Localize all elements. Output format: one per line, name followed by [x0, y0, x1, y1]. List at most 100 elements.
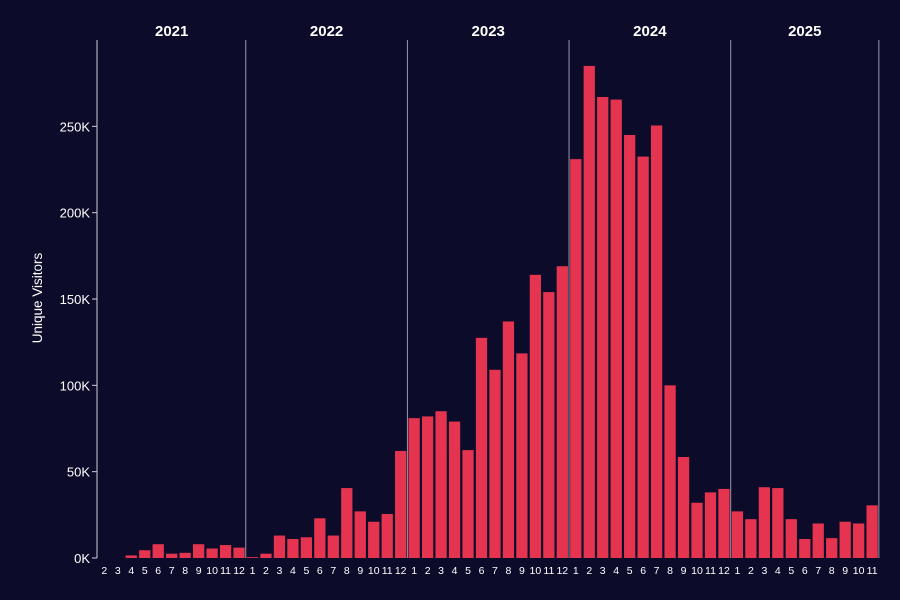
- y-tick-label: 200K: [60, 206, 91, 221]
- month-tick-label: 5: [465, 565, 471, 577]
- month-tick-label: 3: [761, 565, 767, 577]
- month-tick-label: 2: [748, 565, 754, 577]
- month-tick-label: 1: [573, 565, 579, 577]
- bar: [408, 418, 420, 558]
- bar: [125, 555, 137, 558]
- bar: [421, 416, 434, 558]
- bar: [597, 96, 609, 558]
- month-tick-label: 5: [303, 565, 309, 577]
- month-tick-label: 10: [368, 565, 380, 577]
- bar: [799, 539, 811, 558]
- month-tick-label: 4: [452, 565, 458, 577]
- month-tick-label: 10: [530, 565, 542, 577]
- bar: [731, 511, 744, 558]
- bar: [610, 99, 622, 558]
- month-tick-label: 10: [691, 565, 703, 577]
- y-axis: 0K 50K 100K 150K 200K 250K: [60, 40, 98, 566]
- month-tick-label: 8: [829, 565, 835, 577]
- year-label: 2024: [633, 23, 667, 40]
- month-tick-label: 7: [492, 565, 498, 577]
- month-tick-label: 6: [802, 565, 808, 577]
- month-tick-label: 11: [382, 565, 393, 577]
- month-tick-label: 1: [735, 565, 741, 577]
- year-label: 2025: [788, 23, 821, 40]
- month-tick-label: 4: [290, 565, 296, 577]
- month-tick-label: 9: [842, 565, 848, 577]
- month-tick-label: 5: [627, 565, 633, 577]
- month-tick-label: 10: [206, 565, 218, 577]
- bar: [529, 274, 542, 558]
- month-tick-label: 11: [220, 565, 231, 577]
- bar: [179, 552, 191, 558]
- month-tick-label: 11: [705, 565, 716, 577]
- month-tick-label: 4: [775, 565, 781, 577]
- bar: [341, 488, 353, 558]
- bar: [166, 553, 178, 558]
- month-tick-label: 3: [600, 565, 606, 577]
- y-tick-label: 50K: [67, 465, 90, 480]
- bar: [812, 523, 824, 558]
- month-tick-label: 12: [233, 565, 245, 577]
- month-tick-label: 6: [640, 565, 646, 577]
- month-tick-label: 12: [556, 565, 568, 577]
- bar: [246, 557, 259, 558]
- bar: [677, 456, 690, 558]
- month-tick-label: 3: [277, 565, 283, 577]
- bar: [314, 518, 326, 558]
- month-tick-label: 4: [128, 565, 134, 577]
- bar: [624, 134, 636, 558]
- month-tick-label: 2: [101, 565, 107, 577]
- bar: [139, 550, 151, 558]
- bar: [718, 488, 730, 558]
- month-tick-label: 1: [411, 565, 417, 577]
- bar: [664, 385, 676, 558]
- month-tick-label: 8: [506, 565, 512, 577]
- year-panel-2025: 2025 1 2 3 4 5 6 7 8 9 10 11: [731, 23, 880, 577]
- month-tick-label: 8: [182, 565, 188, 577]
- month-tick-label: 6: [155, 565, 161, 577]
- month-tick-label: 7: [654, 565, 660, 577]
- month-tick-label: 2: [263, 565, 269, 577]
- year-label: 2021: [155, 23, 188, 40]
- bar: [192, 544, 205, 558]
- bar: [772, 488, 784, 558]
- bar: [395, 450, 407, 558]
- bar: [300, 537, 313, 558]
- bar: [691, 502, 703, 558]
- month-tick-label: 8: [344, 565, 350, 577]
- bar: [489, 369, 501, 558]
- month-tick-label: 11: [867, 565, 878, 577]
- month-tick-label: 7: [330, 565, 336, 577]
- year-label: 2023: [472, 23, 505, 40]
- bar: [637, 156, 649, 559]
- bar: [502, 321, 515, 558]
- month-tick-label: 6: [479, 565, 485, 577]
- bar: [462, 450, 474, 558]
- bar: [152, 544, 164, 558]
- month-tick-label: 5: [142, 565, 148, 577]
- bar: [448, 421, 461, 558]
- month-tick-label: 9: [681, 565, 687, 577]
- bar: [839, 521, 851, 558]
- month-tick-label: 3: [115, 565, 121, 577]
- month-tick-label: 8: [667, 565, 673, 577]
- bar: [866, 505, 878, 558]
- month-tick-label: 7: [815, 565, 821, 577]
- bar: [785, 519, 797, 558]
- bar: [556, 266, 568, 558]
- y-axis-title: Unique Visitors: [30, 252, 45, 343]
- bar: [381, 513, 393, 558]
- y-tick-label: 0K: [74, 551, 90, 566]
- bar: [570, 159, 582, 558]
- bar: [853, 523, 865, 558]
- bar: [206, 548, 218, 558]
- month-tick-label: 9: [519, 565, 525, 577]
- y-tick-label: 100K: [60, 378, 91, 393]
- y-tick-label: 150K: [60, 292, 91, 307]
- month-tick-label: 4: [613, 565, 619, 577]
- month-tick-label: 6: [317, 565, 323, 577]
